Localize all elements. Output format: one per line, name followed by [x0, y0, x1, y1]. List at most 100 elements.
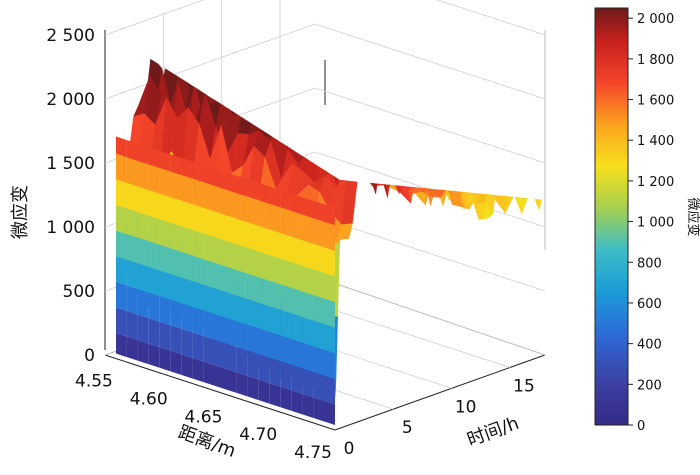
front-face [181, 175, 193, 205]
front-face [280, 386, 292, 416]
surface-face [425, 161, 443, 206]
surface-face [230, 69, 249, 85]
colorbar-tick-label: 0 [637, 419, 645, 434]
surface-face [389, 141, 407, 154]
box-edge-floor-front-x [104, 354, 336, 431]
surface-face [214, 65, 233, 89]
z-tick-label: 2 500 [46, 26, 95, 46]
front-face [302, 265, 314, 295]
surface-face [289, 109, 307, 139]
y-axis-label: 时间/h [464, 413, 521, 451]
surface-face [282, 93, 300, 147]
surface-face [381, 139, 399, 189]
surface-face [484, 158, 502, 196]
front-face [181, 226, 193, 256]
front-face [324, 272, 335, 302]
front-face [126, 182, 138, 213]
surface-face [282, 117, 301, 144]
surface-face [387, 152, 405, 189]
front-face [126, 157, 138, 187]
front-face [126, 310, 138, 341]
surface-face [368, 122, 386, 154]
surface-face [472, 165, 490, 191]
front-face [192, 230, 204, 260]
surface-face [301, 108, 319, 157]
front-face [280, 284, 292, 314]
surface-face [299, 117, 318, 129]
surface-face [294, 112, 312, 141]
front-face [280, 258, 292, 288]
z-tick-label: 500 [63, 282, 95, 302]
surface-face [429, 145, 447, 175]
surface-face [427, 170, 445, 179]
surface-face [295, 98, 313, 127]
surface-face [418, 127, 436, 175]
surface-face [359, 152, 377, 182]
surface-face [378, 124, 396, 166]
surface-face [330, 91, 349, 141]
surface-face [466, 168, 484, 193]
surface-face [296, 97, 314, 136]
surface-face [255, 109, 273, 121]
surface-face [268, 96, 287, 136]
front-face [214, 365, 226, 395]
surface-face [307, 98, 326, 113]
surface-face [304, 99, 322, 147]
surface-face [298, 111, 316, 146]
surface-face [273, 85, 291, 112]
colorbar-tick-label: 200 [637, 378, 662, 393]
surface-face [268, 120, 286, 134]
surface-face [306, 109, 324, 127]
front-face [302, 393, 314, 423]
front-face [214, 168, 226, 190]
surface-face [328, 128, 347, 164]
surface-face [505, 164, 524, 181]
surface-face [295, 117, 313, 157]
surface-face [383, 140, 401, 180]
surface-face [390, 122, 408, 150]
surface-face [450, 158, 468, 189]
surface-face [290, 98, 309, 142]
surface-face [345, 104, 364, 129]
colorbar-tick-label: 600 [637, 297, 662, 312]
x-tick-label: 4.70 [239, 425, 277, 445]
front-face [313, 218, 324, 248]
surface-face [435, 166, 454, 187]
surface-face [301, 98, 319, 122]
front-face [214, 288, 226, 318]
surface-face [287, 98, 305, 137]
front-face [280, 360, 292, 391]
front-face [324, 298, 335, 328]
surface-face [385, 110, 403, 131]
colorbar-ticks: 0 200 400 600 800 1 000 1 200 1 400 1 600 1 800 2 … [628, 12, 674, 434]
surface-face [285, 120, 303, 143]
surface-face [423, 155, 441, 191]
surface-face [406, 135, 424, 182]
surface-face [499, 176, 517, 186]
surface-face [352, 104, 370, 144]
surface-face [295, 111, 314, 139]
surface-face [314, 127, 333, 154]
surface-face [260, 86, 278, 129]
surface-face [373, 114, 392, 137]
surface-face [365, 136, 383, 183]
front-face [302, 214, 314, 244]
front-face [280, 232, 292, 263]
surface-face [504, 170, 523, 187]
front-face [247, 247, 259, 277]
surface-face [355, 134, 373, 160]
surface-face [317, 97, 336, 139]
surface-face [303, 102, 321, 140]
surface-face [383, 127, 401, 174]
front-face [247, 179, 259, 201]
surface-face [352, 120, 370, 147]
surface-face [323, 125, 341, 146]
surface-face [370, 148, 388, 198]
surface-face [263, 76, 282, 100]
surface-face [427, 144, 446, 172]
front-face [214, 339, 226, 369]
surface-face [319, 102, 337, 151]
front-face [313, 294, 324, 324]
surface-face [320, 146, 338, 173]
front-face [313, 200, 324, 222]
